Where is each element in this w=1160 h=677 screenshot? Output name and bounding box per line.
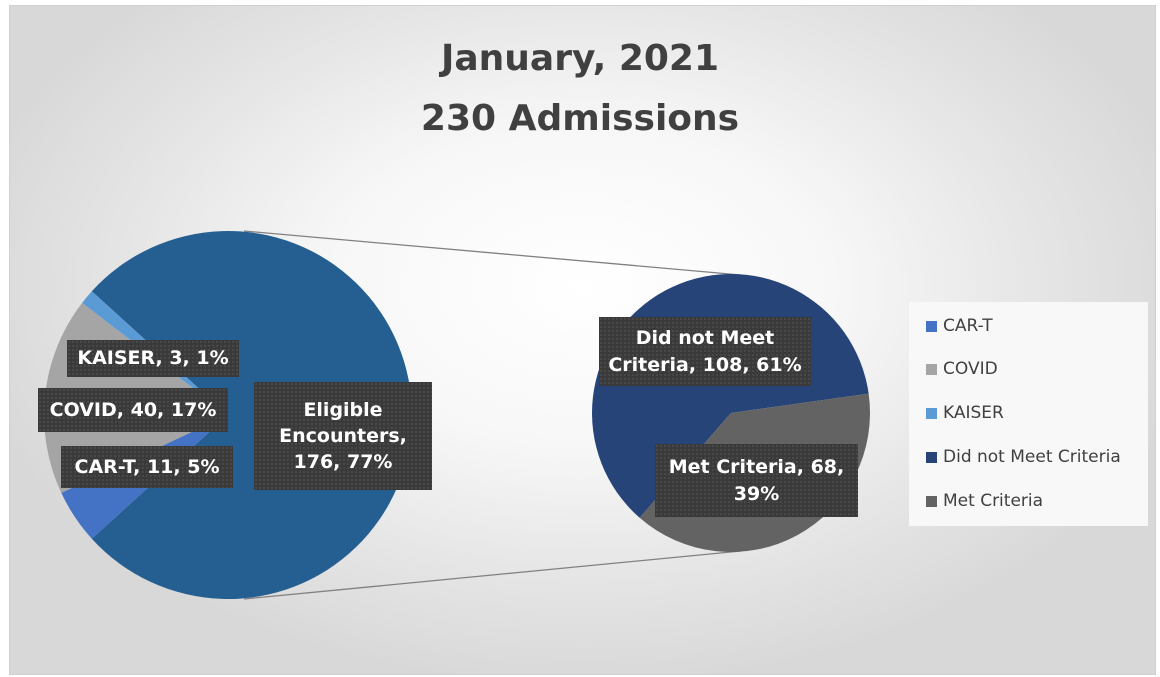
legend-swatch-kaiser <box>926 407 937 419</box>
legend-label: KAISER <box>943 403 1004 423</box>
data-label-kaiser: KAISER, 3, 1% <box>67 340 239 377</box>
data-label-car-t: CAR-T, 11, 5% <box>61 446 233 488</box>
data-label-eligible-encounters: Eligible Encounters, 176, 77% <box>254 382 432 490</box>
legend-label: CAR-T <box>943 316 993 336</box>
data-label-did-not-meet-criteria: Did not Meet Criteria, 108, 61% <box>599 317 811 386</box>
chart-title-line-2: 230 Admissions <box>420 98 740 139</box>
pie-slice-eligible-encounters <box>91 231 412 599</box>
legend-swatch-met-criteria <box>926 495 937 507</box>
legend-swatch-car-t <box>926 320 937 332</box>
legend-item-car-t: CAR-T <box>926 314 993 338</box>
data-label-covid: COVID, 40, 17% <box>38 388 228 432</box>
legend-label: Did not Meet Criteria <box>943 447 1121 467</box>
legend-swatch-did-not-meet-criteria <box>926 451 937 463</box>
data-label-met-criteria: Met Criteria, 68, 39% <box>655 444 858 517</box>
legend-label: Met Criteria <box>943 491 1044 511</box>
chart-legend: CAR-T COVID KAISER Did not Meet Criteria… <box>909 302 1148 526</box>
connector-line-bottom <box>243 550 742 600</box>
legend-item-did-not-meet-criteria: Did not Meet Criteria <box>926 445 1121 469</box>
legend-item-covid: COVID <box>926 357 998 381</box>
connector-line-top <box>243 230 742 276</box>
legend-item-met-criteria: Met Criteria <box>926 489 1043 513</box>
legend-swatch-covid <box>926 363 937 375</box>
legend-item-kaiser: KAISER <box>926 401 1004 425</box>
chart-title-line-1: January, 2021 <box>440 38 720 79</box>
legend-label: COVID <box>943 359 998 379</box>
